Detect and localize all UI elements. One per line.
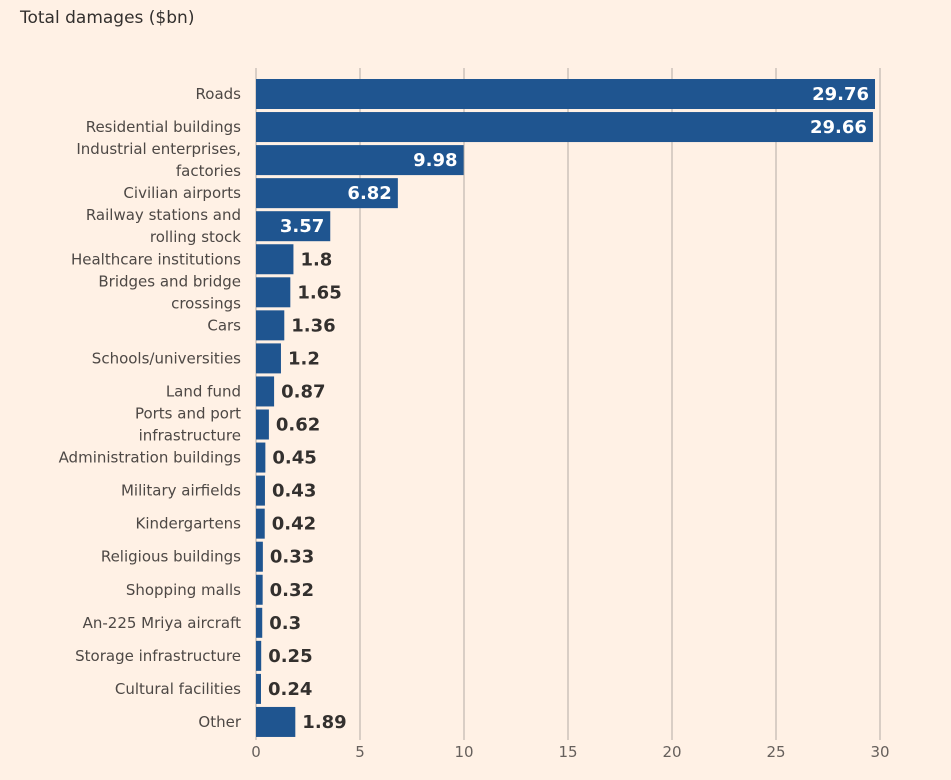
bar	[256, 178, 398, 209]
category-label: Storage infrastructure	[75, 647, 241, 665]
bar	[256, 475, 265, 506]
bar-value-label: 6.82	[347, 183, 391, 204]
category-label: An-225 Mriya aircraft	[83, 614, 242, 632]
bar	[256, 343, 281, 374]
bar-value-label: 0.3	[269, 613, 301, 634]
bar-value-label: 3.57	[280, 216, 324, 237]
category-label: Military airfields	[121, 482, 241, 500]
bar-value-label: 0.32	[270, 580, 314, 601]
bar	[256, 442, 266, 473]
bar	[256, 112, 873, 143]
x-tick-label: 5	[355, 743, 365, 761]
bar-value-label: 0.24	[268, 679, 312, 700]
bar	[256, 145, 464, 176]
bar-value-label: 1.2	[288, 348, 320, 369]
category-label: Residential buildings	[86, 118, 241, 136]
bar-value-label: 0.43	[272, 481, 316, 502]
bar	[256, 79, 876, 109]
category-label: Healthcare institutions	[71, 250, 241, 268]
bar	[256, 607, 263, 638]
bar-value-label: 0.62	[276, 415, 320, 436]
category-label: Shopping malls	[126, 581, 241, 599]
category-label: Kindergartens	[136, 515, 242, 533]
bar-value-label: 1.8	[300, 249, 332, 270]
bar	[256, 376, 275, 407]
category-label: Ports and port	[135, 405, 241, 423]
category-label: Civilian airports	[123, 184, 241, 202]
bar-value-label: 0.25	[268, 646, 312, 667]
category-label: Land fund	[166, 382, 241, 400]
bar	[256, 310, 285, 341]
category-label: factories	[176, 162, 241, 180]
category-label: Roads	[196, 85, 242, 103]
bar-value-label: 0.45	[272, 448, 316, 469]
bar	[256, 640, 262, 671]
bar-value-label: 9.98	[413, 150, 457, 171]
x-tick-label: 15	[558, 743, 577, 761]
category-label: Other	[198, 713, 241, 731]
category-label: Bridges and bridge	[98, 272, 241, 290]
bar	[256, 574, 263, 605]
chart-title: Total damages ($bn)	[20, 8, 195, 28]
category-label: Railway stations and	[86, 206, 241, 224]
category-label: Industrial enterprises,	[76, 140, 241, 158]
bar	[256, 409, 269, 440]
bar-value-label: 1.65	[297, 282, 341, 303]
category-label: infrastructure	[139, 427, 241, 445]
category-label: rolling stock	[150, 228, 241, 246]
bar	[256, 706, 296, 737]
bar-value-label: 1.36	[291, 315, 335, 336]
x-tick-label: 10	[454, 743, 473, 761]
x-tick-label: 20	[662, 743, 681, 761]
bar-value-label: 1.89	[302, 712, 346, 733]
bar	[256, 508, 265, 539]
category-label: Religious buildings	[101, 548, 241, 566]
category-label: Administration buildings	[59, 449, 242, 467]
bar-value-label: 29.76	[812, 84, 869, 105]
category-label: Cars	[207, 316, 241, 334]
bar-value-label: 0.87	[281, 381, 325, 402]
category-label: Schools/universities	[92, 349, 241, 367]
category-label: Cultural facilities	[115, 680, 241, 698]
bar-value-label: 0.42	[272, 514, 316, 535]
bar	[256, 244, 294, 275]
bar	[256, 541, 263, 572]
category-label: crossings	[171, 294, 241, 312]
bar-value-label: 29.66	[810, 117, 867, 138]
x-tick-label: 25	[766, 743, 785, 761]
bar-value-label: 0.33	[270, 547, 314, 568]
bar	[256, 211, 331, 242]
bar	[256, 277, 291, 308]
bar	[256, 673, 261, 704]
x-tick-label: 0	[251, 743, 261, 761]
x-tick-label: 30	[870, 743, 889, 761]
